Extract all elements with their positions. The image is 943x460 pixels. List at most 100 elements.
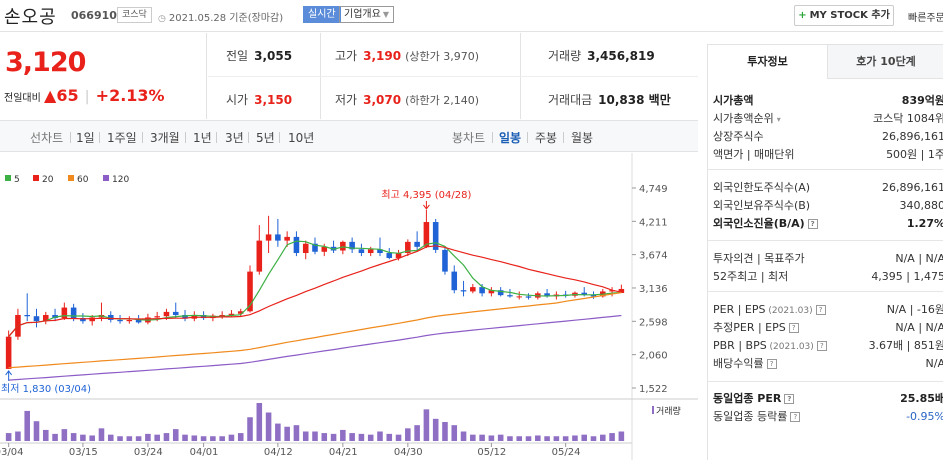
fast-order-link[interactable]: 빠른주문: [908, 13, 943, 24]
info-key: 액면가 | 매매단위: [713, 148, 795, 161]
help-icon[interactable]: ?: [807, 219, 818, 229]
volume-bar: [553, 436, 560, 441]
info-row: 동일업종 등락률? -0.95%: [713, 408, 943, 426]
volume-bar: [470, 434, 476, 441]
add-mystock-button[interactable]: + MY STOCK 추가: [794, 5, 894, 26]
change-value: 65: [56, 86, 79, 105]
volume-bar: [377, 431, 383, 441]
chart-toolbar: 선차트 1일 1주일 3개월 1년 3년 5년 10년 봉차트 일봉 주봉 월봉: [0, 120, 698, 152]
info-value: 340,880: [899, 199, 943, 212]
info-key: 외국인소진율(B/A)?: [713, 215, 818, 233]
info-row: 액면가 | 매매단위 500원 | 1주: [713, 146, 943, 164]
divider: [708, 169, 943, 170]
x-tick-label: 03/15: [69, 447, 98, 458]
legend-swatch: [5, 175, 11, 181]
divider: [142, 132, 143, 143]
stock-name: 손오공: [4, 7, 57, 28]
tab-orderbook[interactable]: 호가 10단계: [828, 45, 943, 79]
plus-icon: +: [798, 10, 807, 21]
info-value: N/A | N/A: [895, 321, 943, 334]
price-chart[interactable]: 5 20 60 120 4,749 4,211 3,674 3,136 2,598 2,060 1,…: [0, 153, 698, 460]
volume-bar: [414, 425, 420, 441]
candle-daily[interactable]: 일봉: [499, 131, 522, 145]
volume-bar: [507, 436, 513, 441]
info-row: 동일업종 PER? 25.85배: [713, 390, 943, 408]
invest-info-panel: 투자정보 호가 10단계 시가총액 839억원 시가총액순위 ▾ 코스닥 1084위 상장…: [707, 44, 943, 460]
x-tick-label: 03/24: [134, 447, 163, 458]
info-row: 시가총액 839억원: [713, 92, 943, 110]
period-1w[interactable]: 1주일: [107, 131, 137, 145]
company-info-select[interactable]: 기업개요 ▼: [339, 6, 394, 23]
info-value: 1.27%: [906, 217, 943, 230]
low-price: 저가 3,070 (하한가 2,140): [335, 91, 479, 108]
info-row: 외국인소진율(B/A)? 1.27%: [713, 215, 943, 233]
chevron-down-icon[interactable]: ▾: [776, 115, 781, 124]
volume-bar: [33, 421, 40, 441]
divider: [70, 132, 71, 143]
tab-invest-info[interactable]: 투자정보: [708, 45, 828, 79]
help-icon[interactable]: ?: [788, 323, 799, 333]
volume-label: 거래량: [656, 405, 681, 417]
volume-bar: [265, 412, 272, 441]
candlestick-chart[interactable]: 5 20 60 120 4,749 4,211 3,674 3,136 2,598 2,060 1,…: [0, 153, 698, 460]
volume-bar: [460, 431, 467, 441]
volume-bar: [405, 428, 411, 441]
volume-bar: [145, 433, 151, 441]
stock-code: 066910: [71, 9, 117, 22]
candle-monthly[interactable]: 월봉: [571, 131, 594, 145]
candle: [80, 318, 86, 322]
volume-bar: [367, 434, 374, 441]
info-value: N/A: [925, 357, 943, 370]
high-value: 3,190: [363, 49, 402, 63]
divider: [527, 132, 528, 143]
volume-bar: [358, 433, 365, 441]
trade-amount: 거래대금 10,838 백만: [548, 91, 671, 108]
help-icon[interactable]: ?: [784, 394, 795, 404]
candle: [33, 316, 40, 322]
period-5y[interactable]: 5년: [256, 131, 275, 145]
divider: [279, 132, 280, 143]
candle-weekly[interactable]: 주봉: [535, 131, 558, 145]
volume-bar: [200, 436, 207, 441]
info-key: PBR | BPS (2021.03)?: [713, 337, 827, 356]
volume-legend-swatch: [652, 406, 654, 414]
help-icon[interactable]: ?: [815, 305, 826, 315]
candle: [172, 311, 179, 315]
help-icon[interactable]: ?: [790, 412, 801, 422]
period-10y[interactable]: 10년: [288, 131, 315, 145]
volume-bar: [609, 433, 615, 441]
y-tick-label: 3,674: [639, 251, 668, 262]
period-1d[interactable]: 1일: [76, 131, 95, 145]
volume-label: 거래량: [548, 49, 582, 63]
upper-limit: (상한가 3,970): [405, 50, 479, 63]
volume-bar: [61, 429, 68, 441]
legend-swatch: [68, 175, 74, 181]
low-value: 3,070: [363, 93, 402, 107]
candle: [219, 314, 225, 316]
period-3y[interactable]: 3년: [225, 131, 244, 145]
y-tick-label: 1,522: [639, 384, 668, 395]
period-1y[interactable]: 1년: [193, 131, 212, 145]
info-row: 상장주식수 26,896,161: [713, 128, 943, 146]
moving-average-20: [8, 245, 622, 338]
change-label: 전일대비: [4, 93, 41, 104]
help-icon[interactable]: ?: [766, 359, 777, 369]
realtime-button[interactable]: 실시간: [303, 6, 341, 23]
period-3m[interactable]: 3개월: [150, 131, 180, 145]
prev-close: 전일 3,055: [226, 47, 292, 64]
y-tick-label: 2,598: [639, 317, 668, 328]
candle: [544, 293, 550, 297]
moving-average-5: [8, 240, 622, 338]
legend-swatch: [33, 175, 39, 181]
y-tick-label: 3,136: [639, 284, 668, 295]
line-chart-label: 선차트: [30, 131, 64, 145]
candle: [302, 243, 309, 254]
volume-bar: [237, 433, 244, 441]
volume: 거래량 3,456,819: [548, 47, 655, 64]
candle: [70, 307, 77, 319]
volume-bar: [256, 403, 263, 441]
volume-bar: [5, 433, 12, 441]
high-label: 고가: [335, 49, 358, 63]
help-icon[interactable]: ?: [816, 341, 827, 351]
info-key: 투자의견 | 목표주가: [713, 252, 805, 265]
